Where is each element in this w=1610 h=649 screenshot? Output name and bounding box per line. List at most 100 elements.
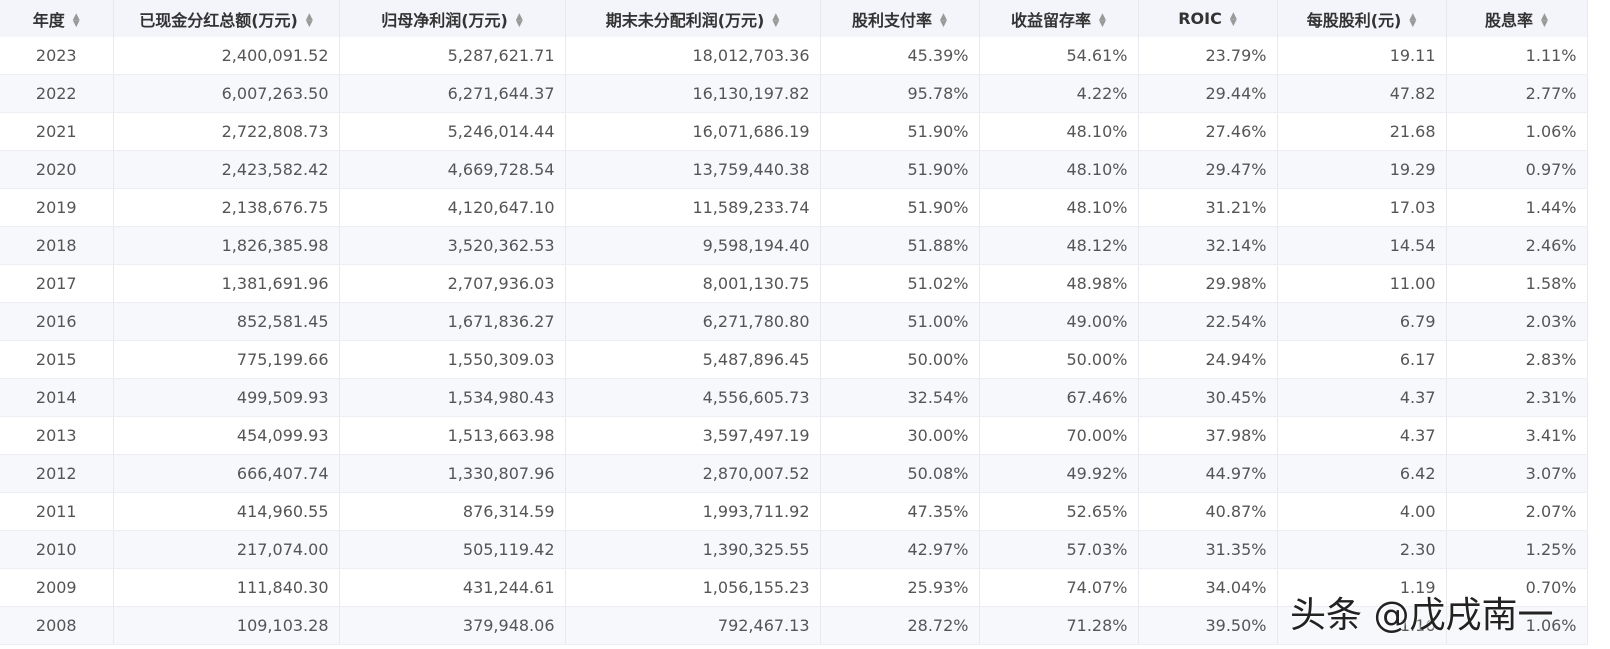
table-cell: 2,707,936.03 bbox=[339, 264, 566, 303]
table-cell: 18,012,703.36 bbox=[565, 37, 821, 75]
table-cell: 2,722,808.73 bbox=[113, 112, 340, 151]
table-cell: 37.98% bbox=[1138, 416, 1278, 455]
table-cell: 1,671,836.27 bbox=[339, 302, 566, 341]
table-cell: 2,400,091.52 bbox=[113, 37, 340, 75]
table-cell: 9,598,194.40 bbox=[565, 226, 821, 265]
table-cell: 775,199.66 bbox=[113, 340, 340, 379]
header-label: 收益留存率 bbox=[1011, 10, 1092, 30]
sort-icon[interactable]: ▲ ▼ bbox=[72, 12, 80, 29]
table-cell: 48.98% bbox=[979, 264, 1139, 303]
header-label: 每股股利(元) bbox=[1306, 10, 1402, 30]
table-cell: 32.54% bbox=[820, 378, 980, 417]
table-cell: 4,669,728.54 bbox=[339, 150, 566, 189]
table-cell: 31.21% bbox=[1138, 188, 1278, 227]
column-header[interactable]: 收益留存率 ▲ ▼ bbox=[979, 0, 1139, 37]
column-header[interactable]: ROIC ▲ ▼ bbox=[1138, 0, 1278, 37]
table-row: 2015 775,199.66 1,550,309.03 5,487,896.45 50… bbox=[0, 340, 1588, 379]
table-row: 2016 852,581.45 1,671,836.27 6,271,780.80 51… bbox=[0, 302, 1588, 341]
table-cell: 54.61% bbox=[979, 37, 1139, 75]
table-cell: 1,056,155.23 bbox=[565, 568, 821, 607]
sort-icon[interactable]: ▲ ▼ bbox=[940, 12, 947, 29]
column-header[interactable]: 年度 ▲ ▼ bbox=[0, 0, 114, 37]
table-cell: 4.00 bbox=[1277, 492, 1447, 531]
table-cell: 4.37 bbox=[1277, 378, 1447, 417]
table-cell: 40.87% bbox=[1138, 492, 1278, 531]
table-cell: 2,138,676.75 bbox=[113, 188, 340, 227]
table-cell: 23.79% bbox=[1138, 37, 1278, 75]
column-header[interactable]: 股利支付率 ▲ ▼ bbox=[820, 0, 980, 37]
column-header[interactable]: 期末未分配利润(万元) ▲ ▼ bbox=[565, 0, 821, 37]
table-cell: 14.54 bbox=[1277, 226, 1447, 265]
table-cell: 39.50% bbox=[1138, 606, 1278, 645]
table-cell: 2012 bbox=[0, 454, 114, 493]
header-label: ROIC bbox=[1178, 9, 1222, 28]
table-cell: 2010 bbox=[0, 530, 114, 569]
table-cell: 3.41% bbox=[1446, 416, 1588, 455]
table-cell: 1,534,980.43 bbox=[339, 378, 566, 417]
column-header[interactable]: 股息率 ▲ ▼ bbox=[1446, 0, 1588, 37]
table-cell: 2017 bbox=[0, 264, 114, 303]
table-cell: 2.46% bbox=[1446, 226, 1588, 265]
table-cell: 876,314.59 bbox=[339, 492, 566, 531]
table-cell: 19.11 bbox=[1277, 37, 1447, 75]
table-cell: 1.11% bbox=[1446, 37, 1588, 75]
table-cell: 2.03% bbox=[1446, 302, 1588, 341]
table-cell: 1,513,663.98 bbox=[339, 416, 566, 455]
table-cell: 47.35% bbox=[820, 492, 980, 531]
table-cell: 42.97% bbox=[820, 530, 980, 569]
sort-icon[interactable]: ▲ ▼ bbox=[515, 12, 523, 29]
table-cell: 1.25% bbox=[1446, 530, 1588, 569]
table-cell: 2,870,007.52 bbox=[565, 454, 821, 493]
table-cell: 45.39% bbox=[820, 37, 980, 75]
table-cell: 505,119.42 bbox=[339, 530, 566, 569]
column-header[interactable]: 已现金分红总额(万元) ▲ ▼ bbox=[113, 0, 340, 37]
table-row: 2013 454,099.93 1,513,663.98 3,597,497.19 30… bbox=[0, 416, 1588, 455]
table-cell: 2.83% bbox=[1446, 340, 1588, 379]
table-cell: 109,103.28 bbox=[113, 606, 340, 645]
table-cell: 2021 bbox=[0, 112, 114, 151]
table-cell: 16,071,686.19 bbox=[565, 112, 821, 151]
header-label: 归母净利润(万元) bbox=[381, 10, 508, 30]
table-cell: 6,007,263.50 bbox=[113, 74, 340, 113]
sort-icon[interactable]: ▲ ▼ bbox=[772, 12, 780, 29]
table-cell: 4.37 bbox=[1277, 416, 1447, 455]
table-cell: 852,581.45 bbox=[113, 302, 340, 341]
table-cell: 49.92% bbox=[979, 454, 1139, 493]
table-cell: 21.68 bbox=[1277, 112, 1447, 151]
table-cell: 57.03% bbox=[979, 530, 1139, 569]
table-cell: 3,597,497.19 bbox=[565, 416, 821, 455]
table-cell: 71.28% bbox=[979, 606, 1139, 645]
table-cell: 49.00% bbox=[979, 302, 1139, 341]
table-cell: 2019 bbox=[0, 188, 114, 227]
column-header[interactable]: 每股股利(元) ▲ ▼ bbox=[1277, 0, 1447, 37]
table-cell: 2008 bbox=[0, 606, 114, 645]
table-row: 2018 1,826,385.98 3,520,362.53 9,598,194.40… bbox=[0, 226, 1588, 265]
table-cell: 52.65% bbox=[979, 492, 1139, 531]
table-cell: 792,467.13 bbox=[565, 606, 821, 645]
table-cell: 1.06% bbox=[1446, 606, 1588, 645]
sort-icon[interactable]: ▲ ▼ bbox=[1409, 12, 1417, 29]
table-cell: 51.02% bbox=[820, 264, 980, 303]
table-cell: 29.98% bbox=[1138, 264, 1278, 303]
table-cell: 50.00% bbox=[820, 340, 980, 379]
table-cell: 19.29 bbox=[1277, 150, 1447, 189]
column-header[interactable]: 归母净利润(万元) ▲ ▼ bbox=[339, 0, 566, 37]
table-cell: 2022 bbox=[0, 74, 114, 113]
table-cell: 6,271,780.80 bbox=[565, 302, 821, 341]
table-cell: 11,589,233.74 bbox=[565, 188, 821, 227]
table-cell: 25.93% bbox=[820, 568, 980, 607]
table-row: 2010 217,074.00 505,119.42 1,390,325.55 42.9… bbox=[0, 530, 1588, 569]
sort-icon[interactable]: ▲ ▼ bbox=[1099, 12, 1106, 29]
table-cell: 30.00% bbox=[820, 416, 980, 455]
table-cell: 2013 bbox=[0, 416, 114, 455]
table-cell: 51.90% bbox=[820, 188, 980, 227]
sort-icon[interactable]: ▲ ▼ bbox=[305, 12, 313, 29]
table-cell: 13,759,440.38 bbox=[565, 150, 821, 189]
table-cell: 1.19 bbox=[1277, 568, 1447, 607]
sort-icon[interactable]: ▲ ▼ bbox=[1541, 12, 1548, 29]
table-cell: 2011 bbox=[0, 492, 114, 531]
sort-icon[interactable]: ▲ ▼ bbox=[1229, 10, 1237, 28]
header-label: 期末未分配利润(万元) bbox=[605, 10, 765, 30]
table-cell: 29.47% bbox=[1138, 150, 1278, 189]
header-label: 股息率 bbox=[1485, 10, 1534, 30]
